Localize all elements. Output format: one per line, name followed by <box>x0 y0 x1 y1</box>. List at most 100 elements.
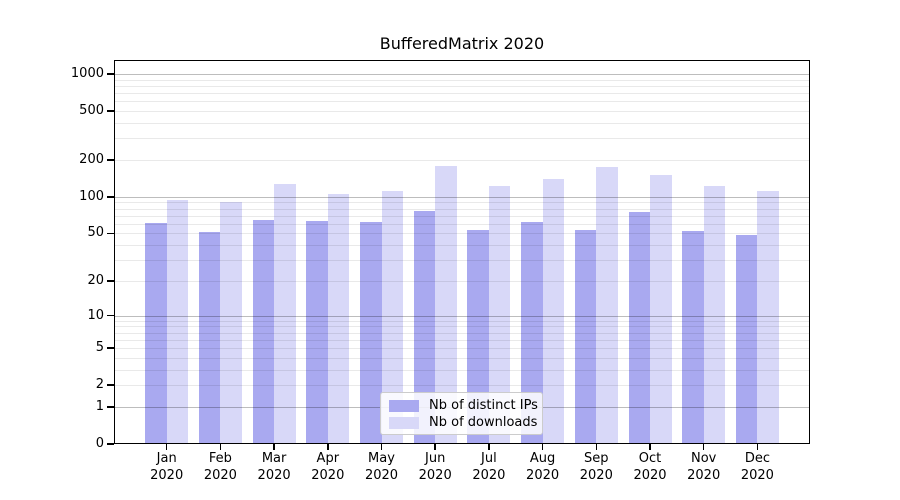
gridline-major <box>114 196 810 199</box>
y-axis-tick-mark <box>107 406 114 408</box>
bar-downloads <box>327 194 350 444</box>
x-label-year: 2020 <box>311 468 345 483</box>
gridline-minor <box>114 215 810 217</box>
bar-distinct-ips <box>252 219 275 444</box>
y-axis-tick-label: 100 <box>79 188 104 204</box>
bar-distinct-ips <box>360 222 382 444</box>
gridline-minor <box>114 348 810 350</box>
bar-downloads <box>435 165 457 444</box>
x-label-year: 2020 <box>150 468 184 483</box>
bar-distinct-ips <box>413 211 436 444</box>
x-label-month: May <box>368 451 395 466</box>
x-axis-tick-mark <box>595 444 598 450</box>
y-axis-tick-label: 50 <box>87 225 104 241</box>
x-axis-tick-mark <box>380 444 383 450</box>
x-axis-tick-mark <box>649 444 651 450</box>
x-label-month: Jun <box>425 451 446 466</box>
y-axis-tick-label: 5 <box>95 340 104 356</box>
gridline-minor <box>114 245 810 247</box>
x-axis-tick-mark <box>273 444 275 450</box>
y-axis-tick-label: 0 <box>95 436 104 451</box>
bar-distinct-ips <box>628 212 650 444</box>
y-axis-tick-mark <box>107 347 114 349</box>
gridline-minor <box>114 320 810 322</box>
x-label-year: 2020 <box>579 468 613 483</box>
x-label-month: Jan <box>156 451 177 466</box>
gridline-minor <box>114 369 810 371</box>
x-axis-tick-label: Jan 2020 <box>139 450 195 484</box>
gridline-minor <box>114 260 810 262</box>
gridline-major <box>114 74 810 76</box>
bar-downloads <box>274 183 296 444</box>
bar-downloads <box>757 190 779 444</box>
y-axis-tick-label: 200 <box>79 152 104 167</box>
gridline-minor <box>114 339 810 341</box>
y-axis-tick-mark <box>107 314 114 317</box>
bar-distinct-ips <box>145 222 167 444</box>
x-label-year: 2020 <box>526 468 560 483</box>
bar-downloads <box>650 174 672 444</box>
bar-downloads <box>381 191 403 444</box>
x-label-year: 2020 <box>687 468 721 483</box>
x-axis-tick-label: Apr 2020 <box>300 450 356 484</box>
x-label-month: Nov <box>691 451 717 466</box>
x-axis-tick-label: Aug 2020 <box>515 450 571 484</box>
y-axis-tick-mark <box>107 110 114 112</box>
gridline-minor <box>114 160 810 161</box>
y-axis-tick-mark <box>107 232 114 235</box>
x-axis-tick-label: Jul 2020 <box>461 450 517 484</box>
bar-distinct-ips <box>521 222 543 444</box>
bar-downloads <box>220 201 242 444</box>
x-label-year: 2020 <box>472 468 506 483</box>
x-label-month: Mar <box>261 451 287 466</box>
chart-title: BufferedMatrix 2020 <box>379 34 545 53</box>
x-axis-tick-label: Oct 2020 <box>622 450 678 484</box>
x-axis-tick-label: May 2020 <box>354 450 410 484</box>
gridline-minor <box>114 223 810 225</box>
legend-label-downloads: Nb of downloads <box>429 415 538 430</box>
x-axis-tick-label: Sep 2020 <box>568 450 624 484</box>
gridline-minor <box>114 357 810 359</box>
y-axis-tick-label: 10 <box>87 307 104 323</box>
y-axis-tick-label: 20 <box>87 272 104 288</box>
x-label-year: 2020 <box>203 468 237 483</box>
x-axis-tick-mark <box>488 444 490 450</box>
y-axis-tick-mark <box>107 73 114 75</box>
gridline-minor <box>114 101 810 103</box>
legend-label-distinct-ips: Nb of distinct IPs <box>429 398 538 413</box>
gridline-major <box>114 315 810 317</box>
y-axis-tick-mark <box>107 384 114 386</box>
bar-distinct-ips <box>574 230 597 444</box>
x-axis-tick-label: Jun 2020 <box>407 450 463 484</box>
plot-area <box>114 60 810 444</box>
y-axis-tick-mark <box>107 280 114 282</box>
x-axis-tick-mark <box>327 444 329 450</box>
x-label-year: 2020 <box>740 468 774 483</box>
x-label-year: 2020 <box>257 468 291 483</box>
gridline-minor <box>114 280 810 282</box>
x-label-year: 2020 <box>418 468 452 483</box>
gridline-minor <box>114 85 810 87</box>
x-axis-tick-mark <box>702 444 705 450</box>
y-axis-tick-label: 1000 <box>70 66 104 82</box>
x-label-year: 2020 <box>633 468 667 483</box>
bar-downloads <box>166 200 189 444</box>
x-label-month: Sep <box>584 451 609 466</box>
bar-downloads <box>542 178 565 444</box>
x-axis-tick-mark <box>219 444 222 450</box>
gridline-minor <box>114 233 810 235</box>
x-axis-tick-label: Mar 2020 <box>246 450 302 484</box>
y-axis-tick-label: 1 <box>95 398 104 414</box>
gridline-minor <box>114 202 810 204</box>
x-axis-tick-label: Nov 2020 <box>676 450 732 484</box>
x-label-month: Oct <box>638 451 662 466</box>
gridline-minor <box>114 111 810 113</box>
gridline-minor <box>114 332 810 334</box>
y-axis-tick-mark <box>107 443 114 445</box>
x-label-month: Dec <box>744 451 770 466</box>
y-axis-tick-mark <box>107 159 114 161</box>
x-axis-tick-label: Dec 2020 <box>729 450 785 484</box>
bar-distinct-ips <box>735 234 758 444</box>
bar-distinct-ips <box>682 231 704 444</box>
bar-distinct-ips <box>467 230 489 444</box>
